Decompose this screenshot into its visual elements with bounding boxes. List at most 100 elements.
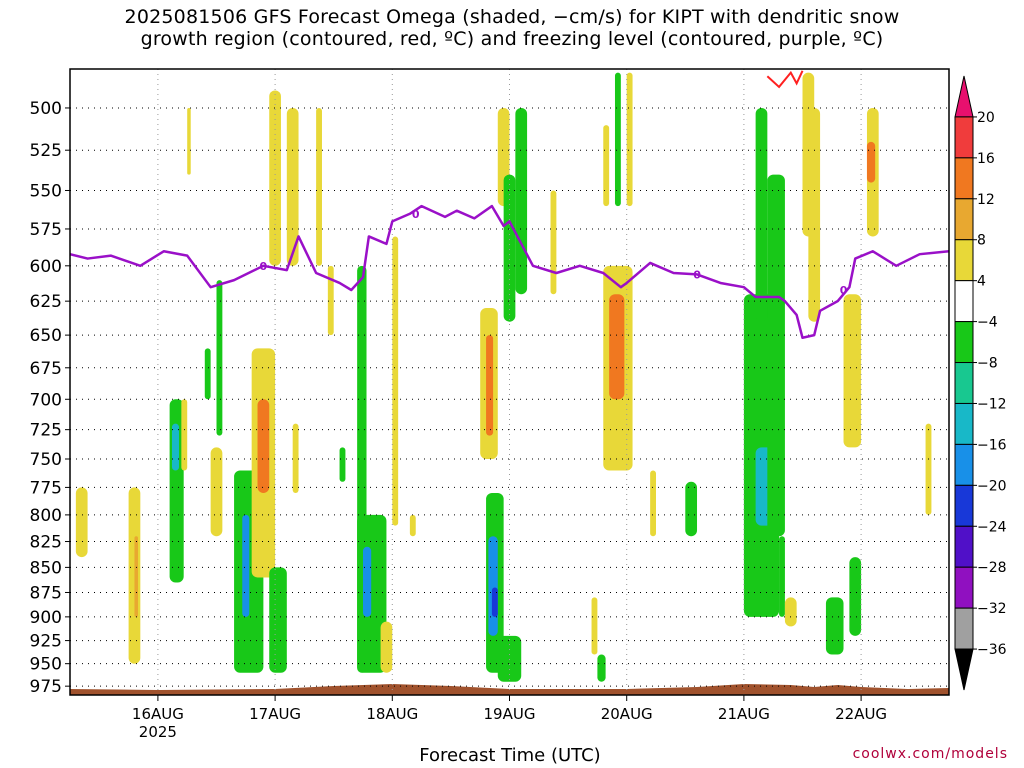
colorbar-bottom-arrow xyxy=(954,648,974,691)
y-tick-label: 575 xyxy=(30,220,62,240)
omega-cell xyxy=(181,399,188,471)
colorbar-swatch xyxy=(954,116,974,159)
omega-cell xyxy=(808,107,821,322)
y-tick-label: 825 xyxy=(30,533,62,553)
x-tick-label: 16AUG xyxy=(132,705,184,723)
colorbar-label: −32 xyxy=(977,601,1007,617)
x-tick-label: 20AUG xyxy=(601,705,653,723)
colorbar-label: 4 xyxy=(977,274,986,290)
omega-cell xyxy=(216,280,223,436)
omega-cell xyxy=(515,107,528,295)
colorbar-swatch xyxy=(954,402,974,445)
colorbar-swatch xyxy=(954,198,974,241)
colorbar-label: 8 xyxy=(977,233,986,249)
omega-cell xyxy=(784,597,797,627)
omega-cell xyxy=(614,72,621,207)
colorbar-label: −36 xyxy=(977,642,1007,658)
omega-cell xyxy=(392,236,399,526)
colorbar-label: 20 xyxy=(977,110,995,126)
omega-cell xyxy=(650,470,656,537)
omega-cell xyxy=(603,125,610,207)
omega-cell xyxy=(491,587,498,617)
y-tick-label: 525 xyxy=(30,141,62,161)
omega-cell xyxy=(210,447,223,537)
y-tick-label: 875 xyxy=(30,583,62,603)
y-tick-label: 700 xyxy=(30,390,62,410)
freezing-level-line xyxy=(70,204,949,340)
omega-cell xyxy=(779,536,785,617)
omega-cell xyxy=(550,190,557,295)
freezing-level-label: 0 xyxy=(840,284,848,297)
x-tick-year-label: 2025 xyxy=(139,723,177,741)
omega-cell xyxy=(286,107,299,266)
colorbar-label: −12 xyxy=(977,396,1007,412)
colorbar-label: −24 xyxy=(977,519,1007,535)
dendritic-growth-contour xyxy=(766,70,804,89)
omega-cell xyxy=(171,423,179,471)
chart-title: 2025081506 GFS Forecast Omega (shaded, −… xyxy=(0,6,1024,50)
y-tick-label: 725 xyxy=(30,421,62,441)
colorbar-swatch xyxy=(954,362,974,404)
y-tick-label: 675 xyxy=(30,359,62,379)
y-tick-label: 650 xyxy=(30,326,62,346)
y-tick-label: 900 xyxy=(30,608,62,628)
omega-cell xyxy=(269,567,287,673)
omega-cell xyxy=(843,294,862,448)
omega-cell xyxy=(755,107,768,322)
y-tick-label: 750 xyxy=(30,450,62,470)
omega-cell xyxy=(409,514,416,537)
colorbar-label: −28 xyxy=(977,560,1007,576)
x-tick-label: 19AUG xyxy=(484,705,536,723)
y-axis: 500 525 550 575 600 625 650 675 700 725 750 775 800 8… xyxy=(30,99,70,697)
y-tick-label: 950 xyxy=(30,655,62,675)
omega-cell xyxy=(866,141,876,183)
y-tick-label: 925 xyxy=(30,632,62,652)
omega-cell xyxy=(503,174,516,322)
x-tick-label: 17AUG xyxy=(249,705,301,723)
freezing-level-label: 0 xyxy=(412,208,420,221)
colorbar-swatch xyxy=(954,443,974,486)
omega-cell xyxy=(767,174,785,537)
omega-cell xyxy=(204,348,211,400)
chart-title-line-2: growth region (contoured, red, ºC) and f… xyxy=(140,28,884,50)
omega-cell xyxy=(685,481,698,537)
omega-cell xyxy=(257,399,270,493)
omega-cell xyxy=(488,536,498,636)
y-tick-label: 625 xyxy=(30,292,62,312)
colorbar-label: −20 xyxy=(977,478,1007,494)
omega-cell xyxy=(269,90,281,266)
omega-cell xyxy=(292,423,299,493)
colorbar-label: 12 xyxy=(977,192,995,208)
y-tick-label: 850 xyxy=(30,558,62,578)
x-tick-label: 22AUG xyxy=(835,705,887,723)
colorbar-label: −4 xyxy=(977,315,998,331)
y-tick-label: 600 xyxy=(30,257,62,277)
omega-cell xyxy=(825,597,844,655)
credit-link[interactable]: coolwx.com/models xyxy=(852,746,1008,762)
omega-cell xyxy=(486,335,494,436)
colorbar-swatch xyxy=(954,484,974,527)
omega-cell xyxy=(327,265,334,336)
freezing-level-label: 0 xyxy=(693,268,701,281)
chart-title-line-1: 2025081506 GFS Forecast Omega (shaded, −… xyxy=(124,6,900,28)
y-tick-label: 775 xyxy=(30,478,62,498)
omega-cell xyxy=(242,514,250,617)
colorbar-label: −16 xyxy=(977,437,1007,453)
omega-cell xyxy=(497,635,522,682)
colorbar-label: −8 xyxy=(977,356,998,372)
colorbar: 20 16 12 8 4 −4 −8 −12 −16 −20 −24 −28 −32 −36 xyxy=(954,75,1007,691)
x-axis-title: Forecast Time (UTC) xyxy=(419,745,601,766)
omega-cell xyxy=(591,597,598,655)
colorbar-swatch xyxy=(954,239,974,282)
colorbar-top-arrow xyxy=(954,75,974,118)
y-tick-label: 800 xyxy=(30,506,62,526)
x-tick-label: 21AUG xyxy=(718,705,770,723)
y-tick-label: 550 xyxy=(30,181,62,201)
grid xyxy=(70,69,949,695)
x-tick-label: 18AUG xyxy=(366,705,418,723)
omega-cell xyxy=(849,557,862,636)
omega-cell xyxy=(187,107,191,175)
x-axis: 16AUG 17AUG 18AUG 19AUG 20AUG 21AUG 22AUG 2025 xyxy=(132,695,887,741)
y-tick-label: 975 xyxy=(30,677,62,697)
